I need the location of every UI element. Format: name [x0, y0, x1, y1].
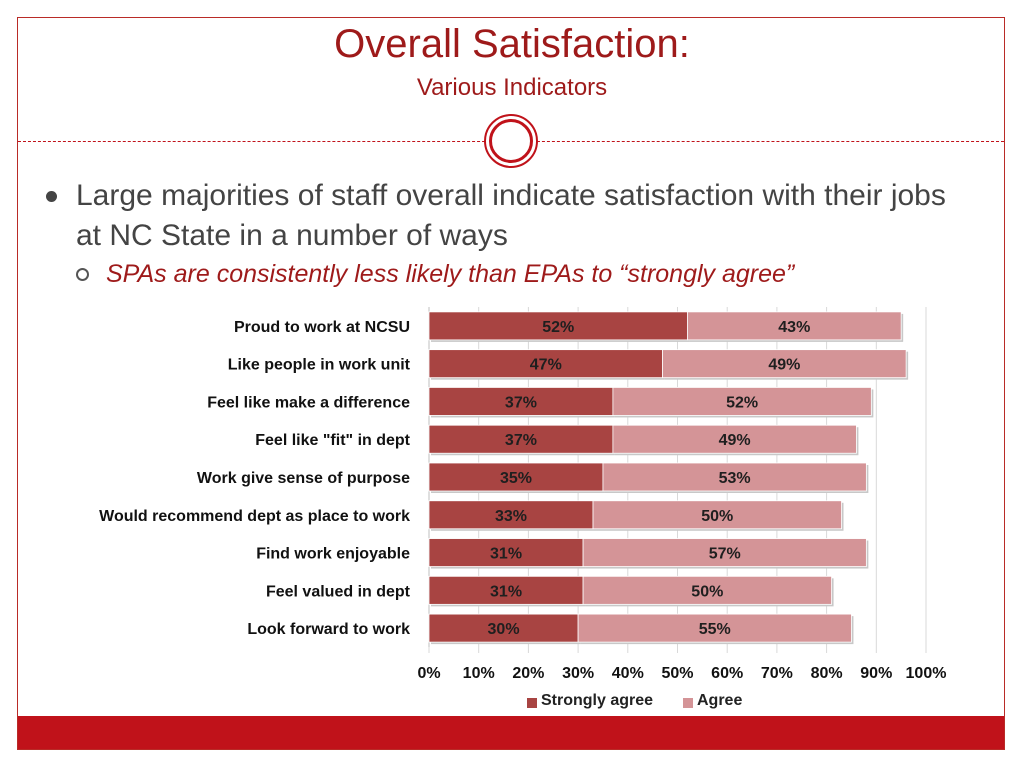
- category-label: Would recommend dept as place to work: [99, 508, 410, 525]
- sub-bullet-circle-icon: [76, 268, 89, 281]
- bar-strongly-agree: [428, 500, 594, 530]
- x-tick-label: 60%: [711, 665, 743, 682]
- data-label: 30%: [488, 621, 520, 638]
- x-tick-label: 0%: [417, 665, 440, 682]
- footer-band: [18, 716, 1004, 749]
- data-label: 50%: [691, 583, 723, 600]
- bar-agree: [577, 613, 852, 643]
- data-label: 47%: [530, 357, 562, 374]
- data-label: 35%: [500, 470, 532, 487]
- x-tick-label: 90%: [860, 665, 892, 682]
- data-label: 37%: [505, 432, 537, 449]
- slide-frame: [17, 17, 1005, 750]
- legend-label: Strongly agree: [541, 692, 654, 709]
- data-label: 55%: [699, 621, 731, 638]
- chart-legend: Strongly agree Agree: [0, 692, 1024, 714]
- data-label: 50%: [701, 508, 733, 525]
- bar-agree: [582, 575, 832, 605]
- bar-strongly-agree: [428, 575, 584, 605]
- category-label: Work give sense of purpose: [197, 470, 410, 487]
- legend-label: Agree: [697, 692, 743, 709]
- bar-strongly-agree: [428, 462, 604, 492]
- bar-strongly-agree: [428, 613, 579, 643]
- data-label: 31%: [490, 546, 522, 563]
- data-label: 33%: [495, 508, 527, 525]
- category-label: Find work enjoyable: [256, 546, 410, 563]
- bar-agree: [592, 500, 842, 530]
- x-tick-label: 10%: [463, 665, 495, 682]
- bar-agree: [662, 349, 907, 379]
- category-label: Feel like make a difference: [207, 394, 410, 411]
- bar-strongly-agree: [428, 424, 614, 454]
- x-tick-label: 20%: [512, 665, 544, 682]
- x-tick-label: 80%: [811, 665, 843, 682]
- bar-agree: [687, 311, 902, 341]
- category-label: Like people in work unit: [228, 357, 411, 374]
- slide-title: Overall Satisfaction:: [334, 22, 690, 66]
- category-label: Feel like "fit" in dept: [255, 432, 410, 449]
- x-tick-label: 100%: [906, 665, 947, 682]
- bullet-text: Large majorities of staff overall indica…: [76, 179, 946, 252]
- bar-agree: [602, 462, 867, 492]
- data-label: 52%: [542, 319, 574, 336]
- bullet-dot-icon: [46, 191, 57, 202]
- bar-agree: [582, 538, 867, 567]
- slide-subtitle: Various Indicators: [416, 74, 608, 101]
- data-label: 52%: [726, 394, 758, 411]
- data-label: 31%: [490, 583, 522, 600]
- sub-bullet-text: SPAs are consistently less likely than E…: [106, 260, 795, 288]
- bar-strongly-agree: [428, 349, 663, 379]
- x-tick-label: 30%: [562, 665, 594, 682]
- legend-swatch-icon: [683, 698, 693, 708]
- x-tick-label: 50%: [661, 665, 693, 682]
- bar-agree: [612, 387, 872, 416]
- category-label: Look forward to work: [247, 621, 410, 638]
- data-label: 49%: [768, 357, 800, 374]
- bar-agree: [612, 424, 857, 454]
- data-label: 49%: [719, 432, 751, 449]
- bar-strongly-agree: [428, 538, 584, 567]
- bar-strongly-agree: [428, 387, 614, 416]
- data-label: 43%: [778, 319, 810, 336]
- category-label: Feel valued in dept: [266, 583, 411, 600]
- data-label: 57%: [709, 546, 741, 563]
- category-label: Proud to work at NCSU: [234, 319, 410, 336]
- satisfaction-bar-chart: Proud to work at NCSU 52% 43% Like people i…: [99, 307, 947, 682]
- data-label: 53%: [719, 470, 751, 487]
- ring-inner-icon: [489, 119, 533, 163]
- legend-swatch-icon: [527, 698, 537, 708]
- data-label: 37%: [505, 394, 537, 411]
- x-tick-label: 40%: [612, 665, 644, 682]
- x-tick-label: 70%: [761, 665, 793, 682]
